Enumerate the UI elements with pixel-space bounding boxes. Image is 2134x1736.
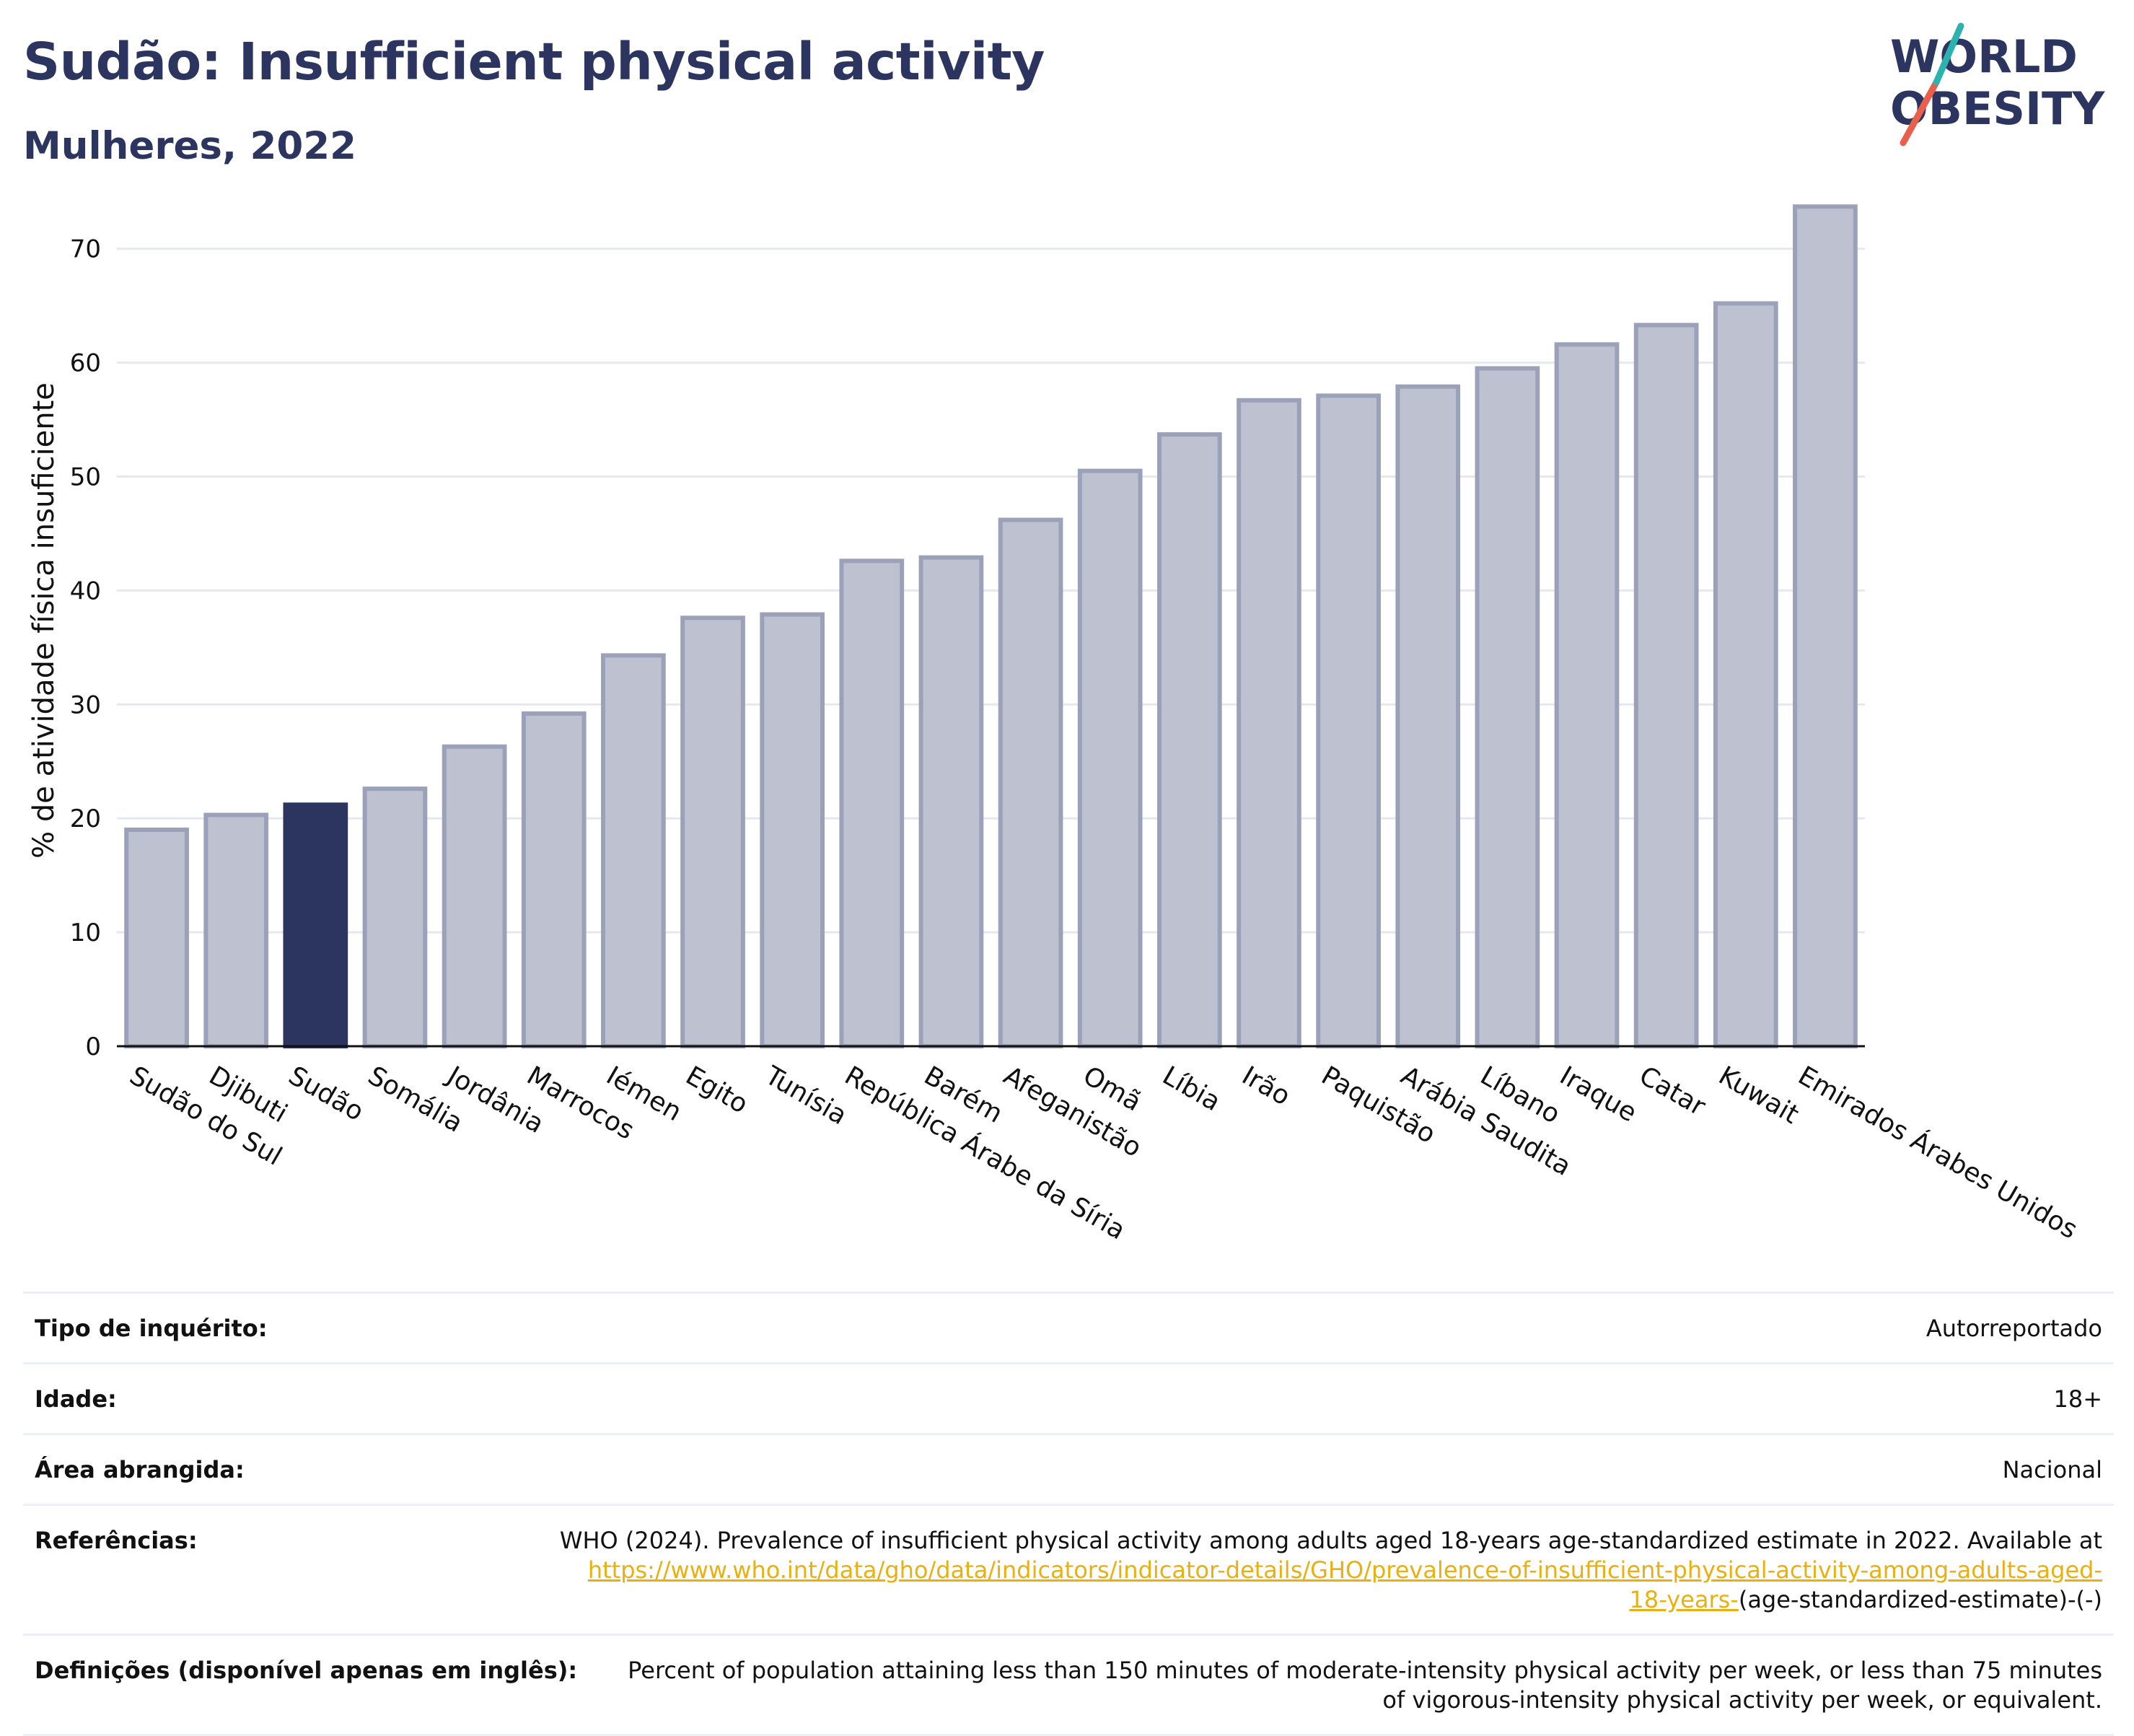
info-row-definitions: Definições (disponível apenas em inglês)… bbox=[23, 1636, 2114, 1736]
bar bbox=[362, 786, 428, 1048]
logo-slash-teal bbox=[1933, 22, 1964, 86]
x-tick-label: Emirados Árabes Unidos bbox=[1793, 1060, 2082, 1245]
bar bbox=[124, 828, 189, 1048]
area-label: Área abrangida: bbox=[35, 1456, 245, 1483]
bar bbox=[442, 744, 507, 1048]
info-row-age: Idade: 18+ bbox=[23, 1364, 2114, 1435]
references-value: WHO (2024). Prevalence of insufficient p… bbox=[551, 1526, 2102, 1615]
x-tick-label: Catar bbox=[1634, 1061, 1711, 1122]
bar bbox=[1395, 384, 1461, 1048]
bar bbox=[680, 615, 745, 1048]
definitions-label: Definições (disponível apenas em inglês)… bbox=[35, 1657, 578, 1684]
y-tick-label: 20 bbox=[70, 805, 101, 833]
bar bbox=[1316, 393, 1381, 1048]
y-tick-label: 40 bbox=[70, 577, 101, 605]
chart-subtitle: Mulheres, 2022 bbox=[23, 124, 357, 168]
bar-chart: 0 10 20 30 40 50 60 70 % de atividade física ins… bbox=[27, 204, 2083, 1245]
logo-line2: OBESITY bbox=[1890, 82, 2105, 135]
references-text: WHO (2024). Prevalence of insufficient p… bbox=[559, 1527, 2102, 1554]
bar bbox=[998, 517, 1063, 1048]
references-suffix: (age-standardized-estimate)-(-) bbox=[1738, 1586, 2102, 1613]
bar bbox=[1633, 323, 1699, 1048]
bar bbox=[1237, 398, 1301, 1048]
x-tick-label: Egito bbox=[681, 1061, 753, 1119]
bar bbox=[203, 812, 269, 1048]
bar bbox=[1156, 432, 1222, 1048]
survey-type-value: Autorreportado bbox=[1926, 1315, 2102, 1342]
chart-title: Sudão: Insufficient physical activity bbox=[23, 32, 1045, 92]
bar bbox=[1475, 366, 1540, 1048]
bar bbox=[760, 612, 825, 1048]
y-tick-label: 30 bbox=[70, 691, 101, 719]
area-value: Nacional bbox=[2002, 1456, 2102, 1483]
info-table: Tipo de inquérito: Autorreportado Idade:… bbox=[23, 1292, 2114, 1736]
y-tick-label: 70 bbox=[70, 235, 101, 264]
bar bbox=[918, 555, 984, 1048]
y-tick-label: 60 bbox=[70, 349, 101, 378]
y-axis-title: % de atividade física insuficiente bbox=[27, 382, 61, 859]
references-label: Referências: bbox=[35, 1527, 198, 1554]
bar bbox=[601, 653, 666, 1048]
x-tick-label: Líbia bbox=[1157, 1061, 1225, 1117]
references-link[interactable]: https://www.who.int/data/gho/data/indica… bbox=[587, 1556, 2102, 1613]
survey-type-label: Tipo de inquérito: bbox=[35, 1315, 268, 1342]
age-value: 18+ bbox=[2053, 1385, 2102, 1413]
y-tick-label: 0 bbox=[85, 1033, 101, 1061]
y-tick-label: 10 bbox=[70, 919, 101, 947]
bar bbox=[1713, 301, 1778, 1048]
definitions-value: Percent of population attaining less tha… bbox=[628, 1657, 2102, 1714]
bar bbox=[839, 558, 905, 1048]
logo-line1: WORLD bbox=[1890, 30, 2078, 83]
bar bbox=[283, 802, 348, 1049]
x-tick-label: Kuwait bbox=[1713, 1061, 1804, 1130]
x-tick-label: Tunísia bbox=[760, 1061, 852, 1131]
x-tick-label: Iraque bbox=[1555, 1061, 1641, 1128]
logo-slash-coral bbox=[1900, 79, 1940, 146]
bar bbox=[1793, 204, 1858, 1048]
world-obesity-logo: WORLD OBESITY bbox=[1890, 22, 2105, 146]
bar bbox=[1077, 468, 1143, 1048]
info-row-references: Referências: WHO (2024). Prevalence of i… bbox=[23, 1506, 2114, 1636]
y-tick-label: 50 bbox=[70, 463, 101, 492]
x-tick-label: Sudão bbox=[284, 1061, 369, 1127]
age-label: Idade: bbox=[35, 1385, 117, 1413]
bar bbox=[521, 711, 587, 1049]
bar bbox=[1554, 342, 1620, 1048]
info-row-survey-type: Tipo de inquérito: Autorreportado bbox=[23, 1294, 2114, 1364]
x-tick-label: Irão bbox=[1237, 1061, 1295, 1111]
info-row-area: Área abrangida: Nacional bbox=[23, 1435, 2114, 1506]
